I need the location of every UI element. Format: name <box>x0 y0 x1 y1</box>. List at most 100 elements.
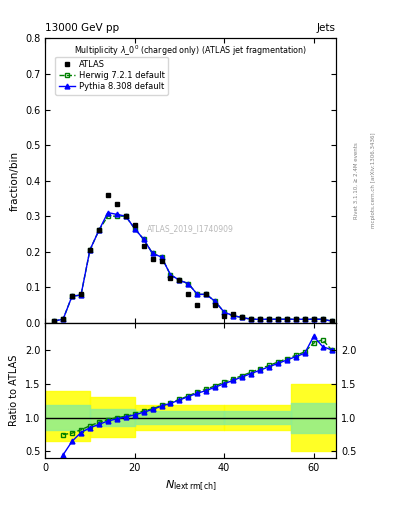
Herwig 7.2.1 default <box>329 318 334 324</box>
ATLAS <box>114 201 119 207</box>
ATLAS <box>213 302 218 308</box>
Herwig 7.2.1 default <box>285 316 289 323</box>
ATLAS <box>105 192 110 198</box>
Herwig 7.2.1 default <box>88 247 92 253</box>
Pythia 8.308 default <box>61 316 66 323</box>
Pythia 8.308 default <box>320 316 325 323</box>
Pythia 8.308 default <box>186 281 191 287</box>
Herwig 7.2.1 default <box>61 316 66 323</box>
ATLAS <box>195 302 200 308</box>
Herwig 7.2.1 default <box>70 293 74 299</box>
Pythia 8.308 default <box>52 318 57 324</box>
Pythia 8.308 default <box>88 247 92 253</box>
Herwig 7.2.1 default <box>177 277 182 283</box>
Pythia 8.308 default <box>177 277 182 283</box>
Pythia 8.308 default <box>132 225 137 231</box>
ATLAS <box>204 291 209 297</box>
Text: 13000 GeV pp: 13000 GeV pp <box>45 23 119 33</box>
ATLAS <box>79 291 83 297</box>
Line: Herwig 7.2.1 default: Herwig 7.2.1 default <box>52 214 334 324</box>
Pythia 8.308 default <box>302 316 307 323</box>
ATLAS <box>52 318 57 324</box>
Herwig 7.2.1 default <box>311 316 316 323</box>
ATLAS <box>275 316 280 323</box>
Pythia 8.308 default <box>240 314 244 321</box>
Herwig 7.2.1 default <box>186 281 191 287</box>
Pythia 8.308 default <box>97 227 101 233</box>
ATLAS <box>249 316 253 323</box>
ATLAS <box>222 313 226 319</box>
Pythia 8.308 default <box>231 313 235 319</box>
ATLAS <box>311 316 316 323</box>
ATLAS <box>159 258 164 264</box>
ATLAS <box>329 318 334 324</box>
ATLAS <box>123 213 128 219</box>
Y-axis label: Ratio to ATLAS: Ratio to ATLAS <box>9 355 19 426</box>
Herwig 7.2.1 default <box>222 309 226 315</box>
X-axis label: $N_{\mathregular{lext\,rm[ch]}}$: $N_{\mathregular{lext\,rm[ch]}}$ <box>165 479 217 493</box>
Herwig 7.2.1 default <box>249 316 253 323</box>
Pythia 8.308 default <box>150 250 155 257</box>
Line: ATLAS: ATLAS <box>52 193 334 324</box>
Pythia 8.308 default <box>285 316 289 323</box>
ATLAS <box>257 316 262 323</box>
ATLAS <box>177 277 182 283</box>
Herwig 7.2.1 default <box>302 316 307 323</box>
Herwig 7.2.1 default <box>231 313 235 319</box>
ATLAS <box>150 256 155 262</box>
ATLAS <box>61 315 66 322</box>
ATLAS <box>186 291 191 297</box>
ATLAS <box>294 316 298 323</box>
Herwig 7.2.1 default <box>52 318 57 324</box>
Herwig 7.2.1 default <box>257 316 262 323</box>
Pythia 8.308 default <box>141 236 146 242</box>
Herwig 7.2.1 default <box>294 316 298 323</box>
Text: Jets: Jets <box>317 23 336 33</box>
Pythia 8.308 default <box>329 318 334 324</box>
ATLAS <box>231 311 235 317</box>
Herwig 7.2.1 default <box>168 272 173 278</box>
Legend: ATLAS, Herwig 7.2.1 default, Pythia 8.308 default: ATLAS, Herwig 7.2.1 default, Pythia 8.30… <box>55 57 168 95</box>
Herwig 7.2.1 default <box>195 291 200 297</box>
Pythia 8.308 default <box>168 272 173 278</box>
Pythia 8.308 default <box>257 316 262 323</box>
Herwig 7.2.1 default <box>150 250 155 257</box>
Herwig 7.2.1 default <box>275 316 280 323</box>
Pythia 8.308 default <box>311 316 316 323</box>
ATLAS <box>320 316 325 323</box>
Pythia 8.308 default <box>105 209 110 216</box>
Herwig 7.2.1 default <box>132 225 137 231</box>
Herwig 7.2.1 default <box>105 213 110 219</box>
ATLAS <box>240 314 244 321</box>
ATLAS <box>70 293 74 299</box>
Y-axis label: fraction/bin: fraction/bin <box>9 151 19 210</box>
Herwig 7.2.1 default <box>213 298 218 305</box>
ATLAS <box>266 316 271 323</box>
ATLAS <box>141 243 146 249</box>
ATLAS <box>97 227 101 233</box>
Herwig 7.2.1 default <box>240 314 244 321</box>
Herwig 7.2.1 default <box>97 227 101 233</box>
Pythia 8.308 default <box>195 291 200 297</box>
Pythia 8.308 default <box>159 254 164 260</box>
Herwig 7.2.1 default <box>204 291 209 297</box>
Pythia 8.308 default <box>266 316 271 323</box>
Pythia 8.308 default <box>114 211 119 218</box>
Herwig 7.2.1 default <box>79 292 83 298</box>
Pythia 8.308 default <box>123 213 128 219</box>
Line: Pythia 8.308 default: Pythia 8.308 default <box>52 210 334 324</box>
Text: Multiplicity $\lambda$_0$^0$ (charged only) (ATLAS jet fragmentation): Multiplicity $\lambda$_0$^0$ (charged on… <box>74 44 307 58</box>
Pythia 8.308 default <box>204 291 209 297</box>
ATLAS <box>285 316 289 323</box>
ATLAS <box>168 275 173 282</box>
ATLAS <box>302 316 307 323</box>
Pythia 8.308 default <box>275 316 280 323</box>
Text: mcplots.cern.ch [arXiv:1306.3436]: mcplots.cern.ch [arXiv:1306.3436] <box>371 133 376 228</box>
Pythia 8.308 default <box>213 298 218 305</box>
Herwig 7.2.1 default <box>141 236 146 242</box>
ATLAS <box>132 222 137 228</box>
ATLAS <box>88 247 92 253</box>
Herwig 7.2.1 default <box>159 254 164 260</box>
Text: Rivet 3.1.10, ≥ 2.4M events: Rivet 3.1.10, ≥ 2.4M events <box>353 142 358 219</box>
Text: ATLAS_2019_I1740909: ATLAS_2019_I1740909 <box>147 224 234 233</box>
